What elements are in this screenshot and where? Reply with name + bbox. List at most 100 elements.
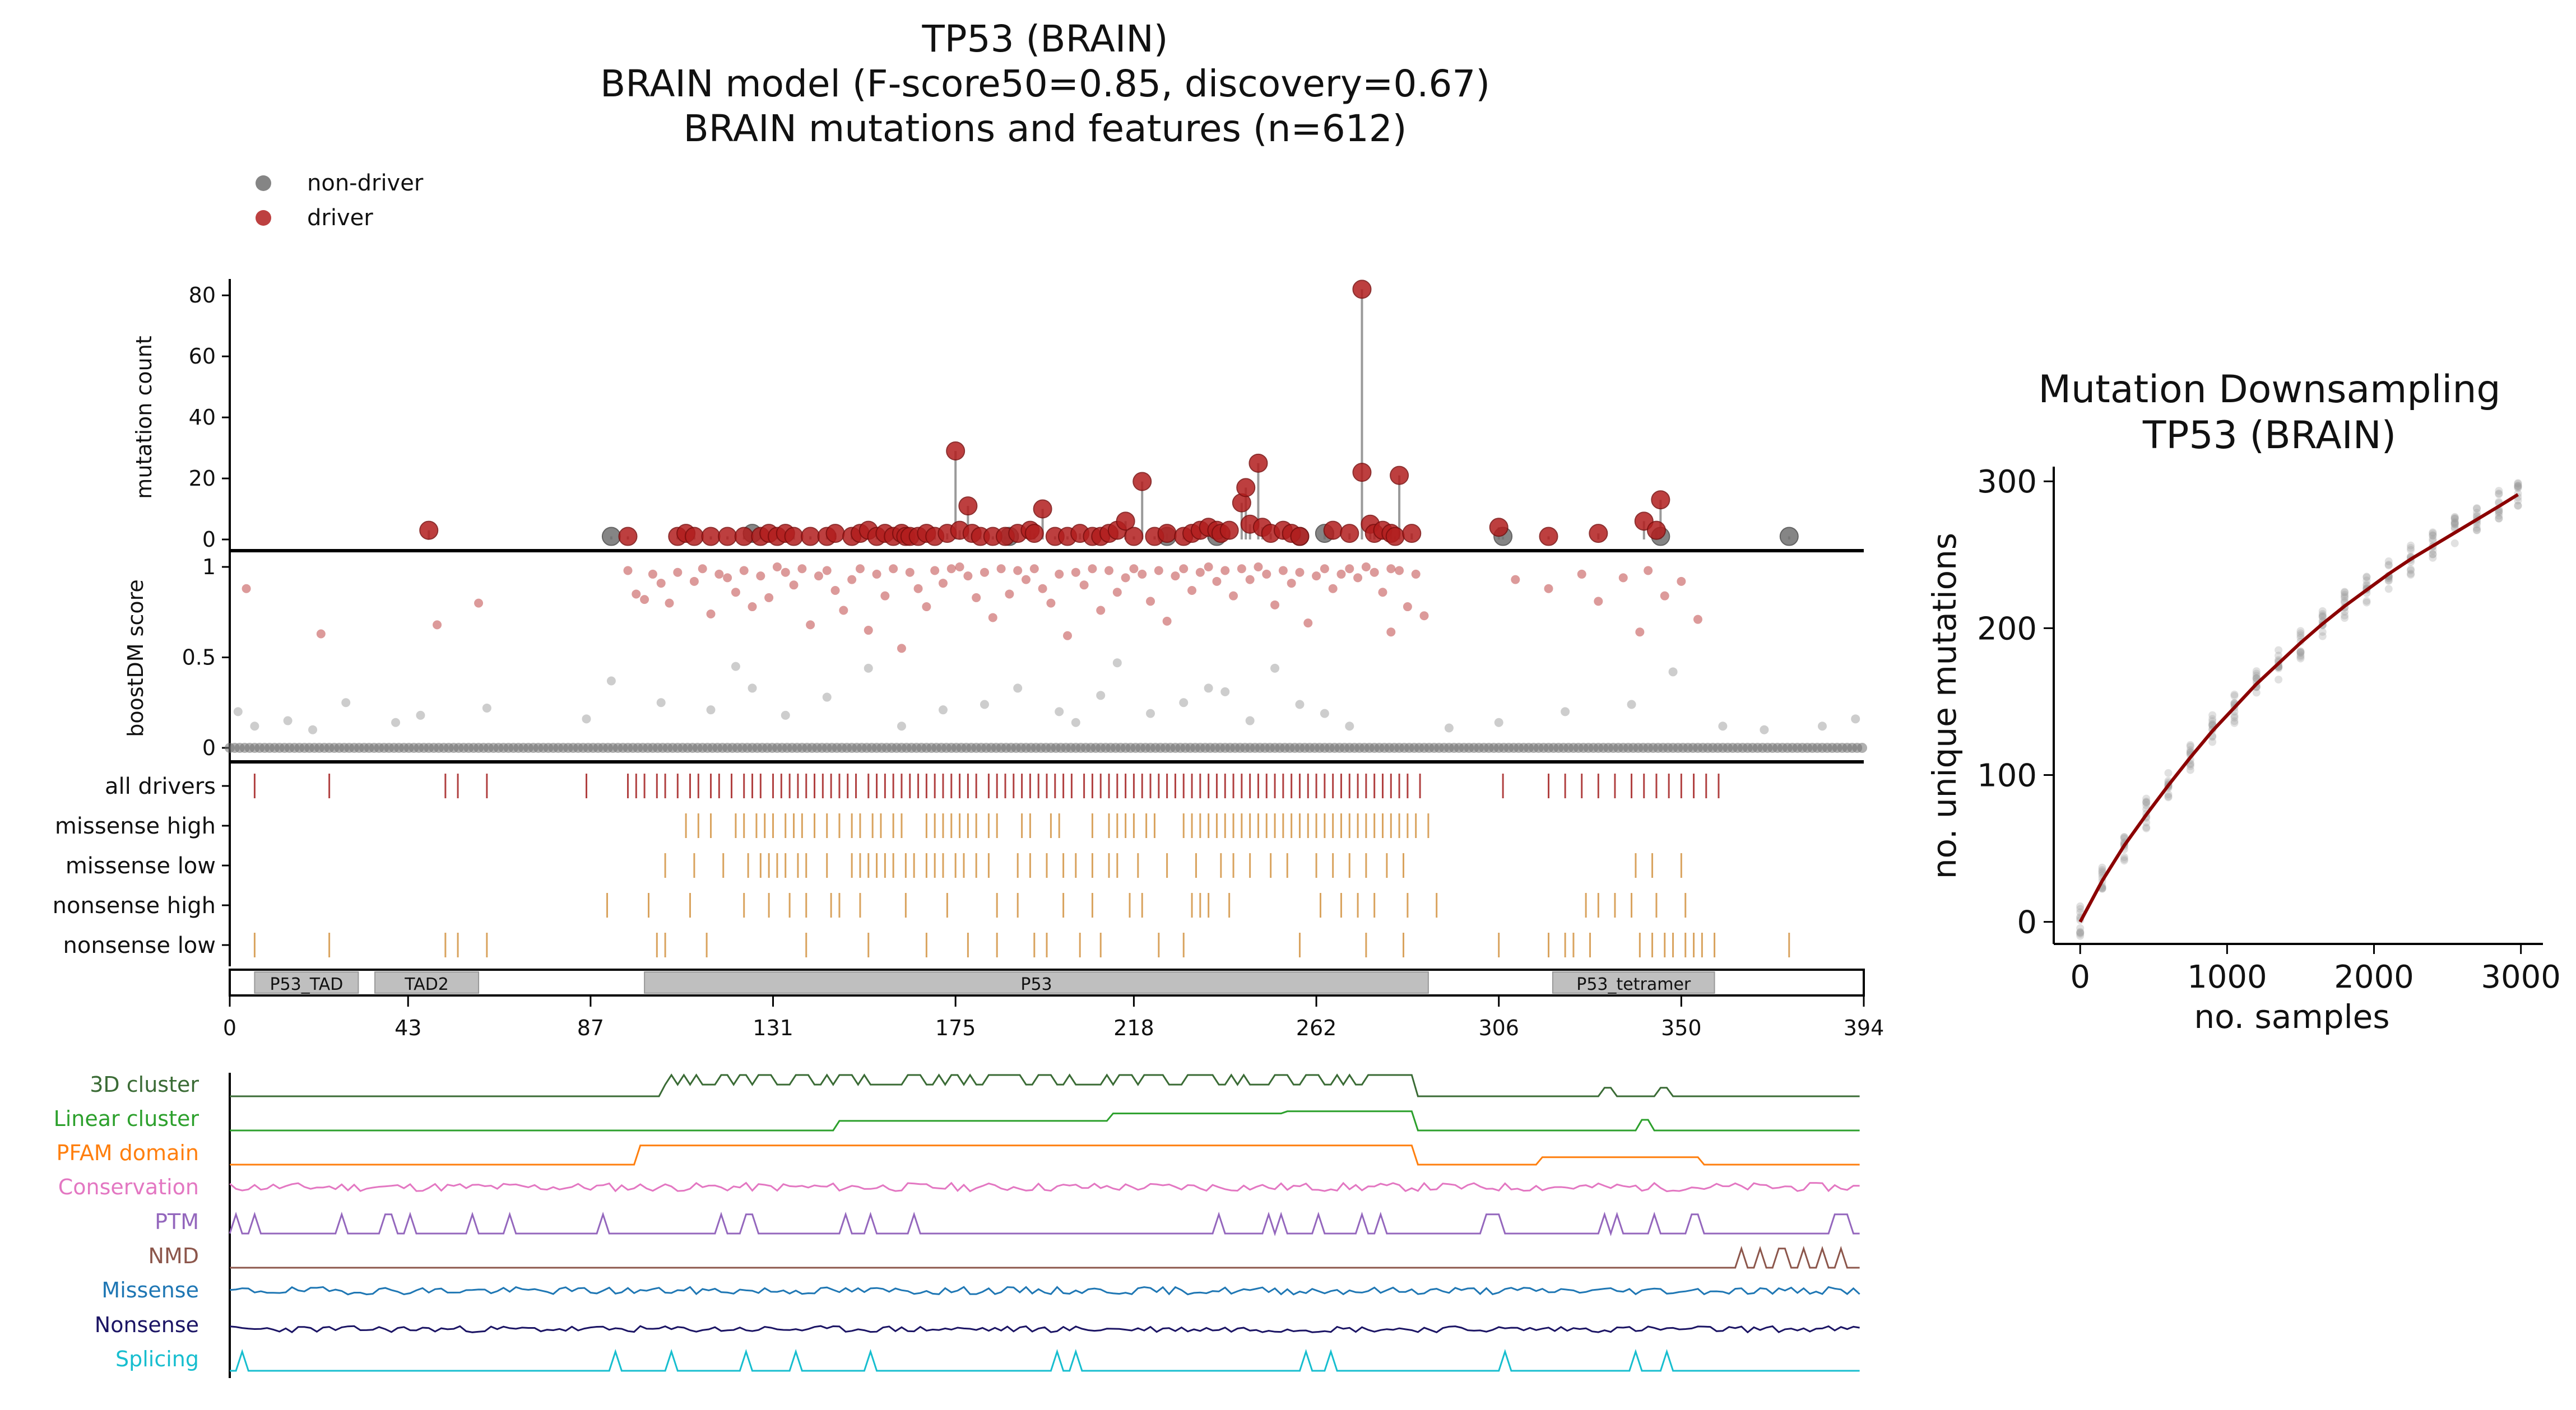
downsampling-sample-point (2318, 611, 2327, 620)
boostdm-non-driver-point (283, 716, 293, 725)
main-title-line-3: BRAIN mutations and features (n=612) (683, 107, 1407, 150)
boostdm-driver-point (673, 567, 683, 577)
boostdm-driver-point (316, 629, 326, 639)
downsampling-y-tick-label: 200 (1977, 611, 2037, 647)
feature-track-line-missense (229, 1286, 1860, 1296)
boostdm-non-driver-point (1146, 709, 1155, 718)
downsampling-sample-point (2120, 833, 2128, 841)
boostdm-non-driver-point (1718, 722, 1728, 731)
boostdm-driver-point (1104, 566, 1114, 575)
boostdm-non-driver-point (1096, 691, 1106, 700)
boostdm-driver-point (1328, 584, 1338, 593)
boostdm-non-driver-point (1668, 667, 1678, 677)
lollipop-y-tick-label: 0 (202, 527, 216, 552)
boostdm-driver-point (764, 593, 774, 602)
downsampling-sample-point (2252, 669, 2261, 678)
driver-lollipop-point (1219, 520, 1239, 540)
legend-non-driver-marker (256, 175, 271, 191)
downsampling-sample-point (2514, 481, 2522, 490)
feature-track-label: PTM (155, 1209, 199, 1234)
boostdm-driver-point (872, 569, 881, 579)
downsampling-sample-point (2384, 561, 2393, 570)
downsampling-sample-point (2341, 590, 2349, 599)
downsampling-sample-point (2142, 794, 2151, 803)
driver-lollipop-point (1340, 524, 1359, 543)
boostdm-driver-point (656, 579, 666, 588)
downsampling-sample-point (2076, 928, 2085, 937)
boostdm-baseline-point (1857, 743, 1868, 753)
downsampling-sample-point (2230, 692, 2239, 700)
downsampling-sample-point (2296, 648, 2305, 656)
boostdm-driver-point (789, 580, 799, 590)
driver-lollipop-point (1646, 520, 1666, 540)
track-label-mh: missense high (55, 813, 216, 839)
downsampling-sample-point (2120, 832, 2128, 841)
boostdm-driver-point (714, 569, 724, 579)
boostdm-driver-point (1262, 569, 1271, 579)
downsampling-sample-point (2186, 742, 2194, 751)
domain-p53_tad (254, 971, 359, 994)
downsampling-y-label: no. unique mutations (1925, 533, 1964, 879)
downsampling-sample-point (2142, 801, 2151, 809)
driver-lollipop-point (1024, 524, 1044, 543)
downsampling-sample-point (2450, 513, 2459, 521)
boostdm-driver-point (1038, 584, 1047, 593)
position-tick-label: 175 (935, 1016, 976, 1040)
boostdm-driver-point (1594, 597, 1603, 606)
downsampling-panel: Mutation Downsampling TP53 (BRAIN) no. s… (1925, 367, 2561, 1036)
downsampling-sample-point (2384, 560, 2393, 569)
boostdm-driver-point (1005, 589, 1014, 599)
boostdm-non-driver-point (864, 663, 873, 673)
driver-lollipop-point (718, 527, 737, 546)
position-tick-label: 87 (577, 1016, 604, 1040)
downsampling-sample-point (2098, 865, 2106, 874)
driver-lollipop-point (701, 527, 721, 546)
boostdm-non-driver-point (1245, 716, 1255, 725)
downsampling-sample-point (2275, 676, 2283, 684)
downsampling-sample-point (2076, 908, 2085, 916)
boostdm-driver-point (1544, 584, 1553, 593)
boostdm-non-driver-point (822, 692, 832, 702)
downsampling-sample-point (2450, 518, 2459, 526)
boostdm-driver-point (1419, 611, 1429, 621)
boostdm-non-driver-point (1270, 663, 1280, 673)
lollipop-y-tick-label: 80 (189, 283, 216, 308)
boostdm-driver-point (739, 566, 749, 575)
downsampling-sample-point (2208, 711, 2217, 719)
boostdm-driver-point (1370, 567, 1379, 577)
boostdm-non-driver-point (938, 705, 948, 715)
driver-lollipop-point (825, 524, 845, 543)
boostdm-non-driver-point (1013, 683, 1023, 693)
downsampling-sample-point (2318, 613, 2327, 621)
boostdm-driver-point (1063, 631, 1073, 640)
downsampling-sample-point (2252, 688, 2261, 697)
downsampling-sample-point (2230, 717, 2239, 725)
boostdm-y-ticks: 00.51 (182, 555, 230, 760)
downsampling-sample-point (2341, 592, 2349, 601)
boostdm-driver-point (1013, 566, 1023, 575)
downsampling-curve (2078, 493, 2519, 923)
boostdm-driver-point (1046, 598, 1056, 608)
downsampling-y-tick-label: 0 (2017, 905, 2037, 941)
boostdm-driver-point (1386, 564, 1396, 574)
boostdm-driver-point (1353, 573, 1363, 583)
track-label-all: all drivers (105, 774, 216, 799)
boostdm-driver-point (1021, 575, 1031, 584)
boostdm-non-driver-point (582, 714, 591, 724)
boostdm-non-driver-point (482, 703, 491, 713)
boostdm-driver-point (1171, 571, 1180, 581)
boostdm-driver-point (1212, 576, 1222, 586)
downsampling-sample-point (2407, 541, 2415, 550)
boostdm-driver-point (1303, 618, 1313, 628)
downsampling-sample-point (2429, 553, 2437, 562)
downsampling-sample-point (2384, 577, 2393, 585)
downsampling-ticks: 0 1000 2000 3000 0 100 200 300 (1977, 464, 2561, 995)
boostdm-non-driver-point (416, 710, 425, 720)
downsampling-sample-point (2296, 649, 2305, 657)
boostdm-non-driver-point (1627, 700, 1636, 709)
boostdm-driver-point (1245, 575, 1255, 584)
boostdm-y-tick-label: 0.5 (182, 645, 216, 670)
driver-lollipop-point (1290, 527, 1310, 546)
legend: non-driver driver (256, 170, 424, 231)
boostdm-non-driver-point (748, 683, 757, 693)
